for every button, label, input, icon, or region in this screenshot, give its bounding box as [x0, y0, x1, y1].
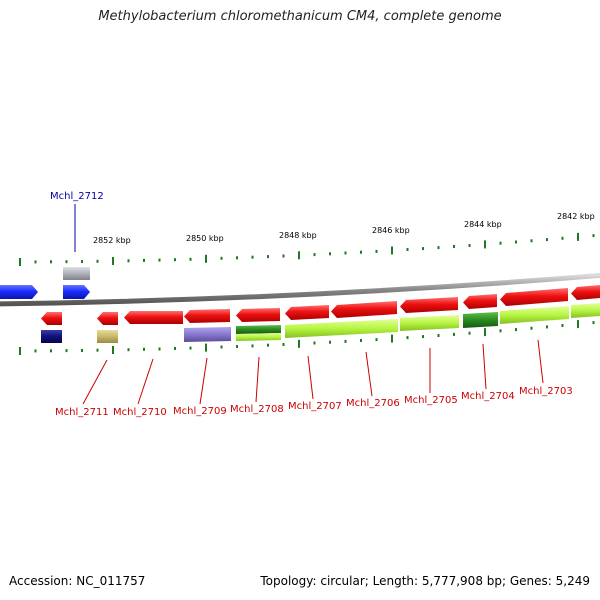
cog-box-mchl-2703 [500, 306, 569, 324]
gene-label-mchl-2703[interactable]: Mchl_2703 [519, 386, 573, 397]
cog-box-right [571, 303, 600, 318]
cog-box-mchl-2708 [184, 327, 231, 342]
genome-backbone [0, 272, 600, 307]
reverse-gene-mchl-2708[interactable] [184, 309, 230, 323]
reverse-gene-mchl-2703[interactable] [463, 294, 497, 309]
genome-title: Methylobacterium chloromethanicum CM4, c… [98, 9, 502, 24]
cog-box-mchl-2710 [97, 330, 118, 343]
reverse-gene-mchl-2711[interactable] [41, 312, 62, 325]
scale-label-2846: 2846 kbp [372, 226, 410, 235]
scale-label-2842: 2842 kbp [557, 212, 595, 221]
gene-label-mchl-2705[interactable]: Mchl_2705 [404, 395, 458, 406]
reverse-gene-right-1[interactable] [500, 288, 568, 306]
cog-box-mchl-2706 [285, 319, 398, 338]
gene-label-mchl-2707[interactable]: Mchl_2707 [288, 401, 342, 412]
upper-scale-ticks [19, 232, 595, 266]
reverse-gene-mchl-2707[interactable] [236, 308, 280, 322]
reverse-gene-mchl-2704[interactable] [400, 297, 458, 313]
gene-label-mchl-2706[interactable]: Mchl_2706 [346, 398, 400, 409]
forward-gene-left[interactable] [0, 285, 38, 299]
reverse-gene-mchl-2710[interactable] [97, 312, 118, 325]
reverse-gene-mchl-2705[interactable] [331, 301, 397, 318]
cog-box-mchl-2707-dark [236, 325, 281, 334]
reverse-gene-mchl-2709[interactable] [124, 311, 183, 324]
forward-gene-mchl-2712[interactable] [63, 285, 90, 299]
scale-label-2844: 2844 kbp [464, 220, 502, 229]
cog-box-mchl-2712 [63, 267, 90, 280]
reverse-gene-right-2[interactable] [571, 285, 600, 300]
gene-label-mchl-2711[interactable]: Mchl_2711 [55, 407, 109, 418]
cog-box-mchl-2704 [463, 312, 498, 328]
scale-label-2850: 2850 kbp [186, 234, 224, 243]
cog-box-mchl-2707-light [236, 333, 281, 341]
reverse-gene-mchl-2706[interactable] [285, 305, 329, 320]
accession-text: Accession: NC_011757 [9, 574, 146, 588]
gene-label-mchl-2709[interactable]: Mchl_2709 [173, 406, 227, 417]
cog-box-mchl-2711 [41, 330, 62, 343]
label-leaders [82, 339, 544, 405]
gene-label-mchl-2710[interactable]: Mchl_2710 [113, 407, 167, 418]
lower-scale-ticks [19, 320, 595, 355]
scale-label-2852: 2852 kbp [93, 236, 131, 245]
cog-box-mchl-2705 [400, 315, 459, 331]
gene-label-mchl-2712[interactable]: Mchl_2712 [50, 191, 104, 202]
scale-label-2848: 2848 kbp [279, 231, 317, 240]
gene-label-mchl-2704[interactable]: Mchl_2704 [461, 391, 515, 402]
genome-summary-text: Topology: circular; Length: 5,777,908 bp… [260, 574, 590, 588]
gene-label-mchl-2708[interactable]: Mchl_2708 [230, 404, 284, 415]
